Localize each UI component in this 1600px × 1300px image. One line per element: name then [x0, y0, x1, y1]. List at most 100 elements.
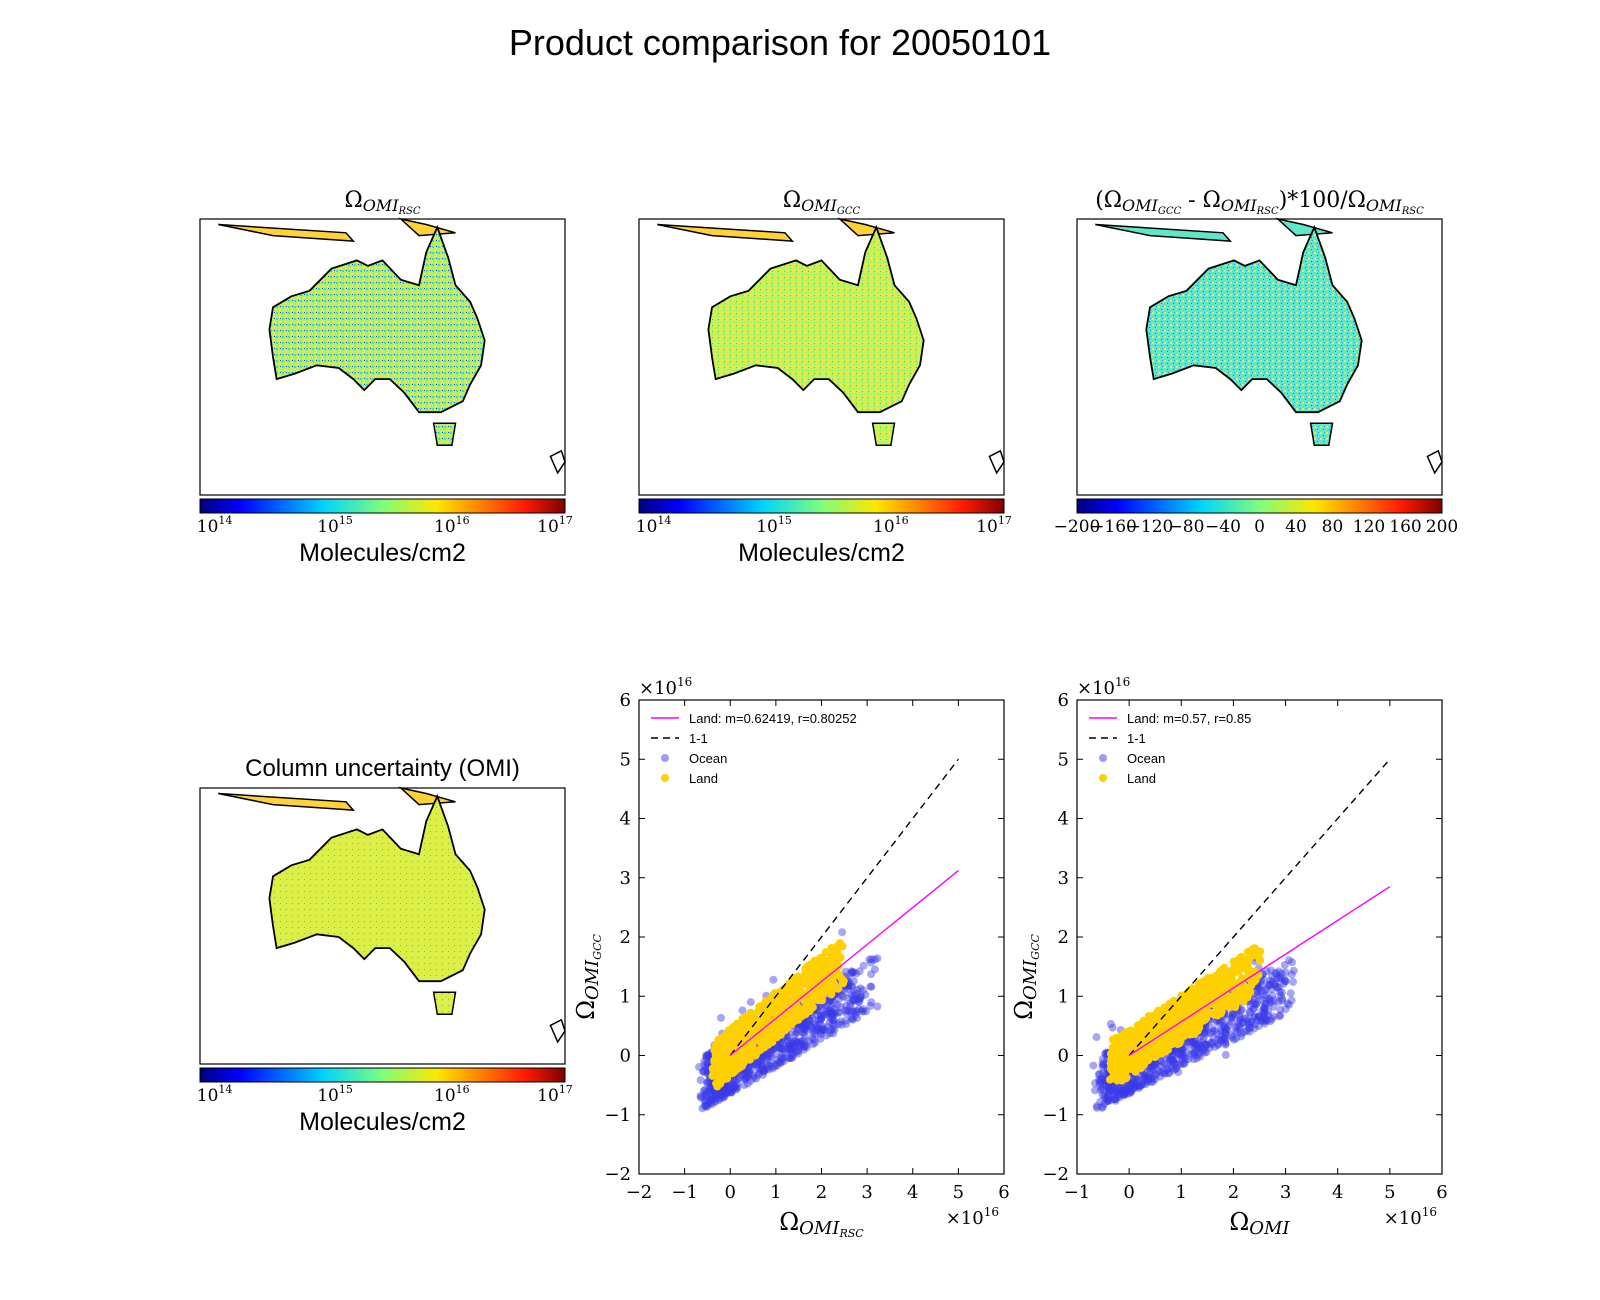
ocean-point	[1220, 1021, 1229, 1030]
ocean-point	[855, 995, 864, 1004]
ocean-point	[817, 1025, 826, 1034]
ocean-point	[1148, 1074, 1157, 1083]
land-point	[1157, 1024, 1166, 1033]
ocean-point	[800, 1031, 809, 1040]
australia-shape	[268, 793, 486, 983]
ocean-point	[1231, 1027, 1240, 1035]
ocean-point	[760, 1065, 769, 1074]
ocean-point	[771, 1050, 780, 1059]
plot-area	[1089, 758, 1391, 1112]
ocean-point	[1232, 1034, 1241, 1043]
ocean-point	[834, 1020, 843, 1028]
ocean-point	[793, 1038, 801, 1047]
ocean-point	[1200, 1029, 1209, 1038]
ocean-point	[1261, 1015, 1270, 1024]
ocean-point	[1281, 977, 1290, 986]
ocean-point	[1250, 1004, 1259, 1013]
ocean-point	[789, 1039, 798, 1048]
land-point	[794, 987, 802, 996]
ocean-point	[805, 1016, 814, 1024]
ocean-point	[865, 955, 874, 964]
land-point	[1238, 989, 1247, 998]
ocean-point	[796, 1041, 805, 1050]
ocean-point	[1124, 1085, 1133, 1094]
ocean-point	[723, 1088, 732, 1097]
ocean-point	[755, 1064, 764, 1073]
ocean-point	[1268, 991, 1277, 1000]
ocean-point	[1196, 1042, 1205, 1051]
x-tick-label: 5	[1384, 1182, 1395, 1203]
ocean-point	[1120, 1089, 1129, 1098]
ocean-point	[1260, 1005, 1269, 1014]
ocean-point	[1266, 976, 1274, 985]
ocean-point	[1201, 1026, 1210, 1035]
x-axis-label: ΩOMI	[1229, 1208, 1290, 1239]
ocean-point	[715, 1096, 723, 1105]
ocean-point	[725, 1084, 734, 1093]
ocean-point	[823, 1022, 832, 1031]
land-point	[802, 998, 811, 1007]
land-point	[1239, 981, 1248, 990]
ocean-point	[800, 1042, 809, 1051]
ocean-point	[819, 1012, 827, 1021]
land-point	[1128, 1029, 1137, 1038]
ocean-point	[706, 1084, 715, 1093]
ocean-point	[849, 1007, 858, 1016]
land-point	[1217, 972, 1226, 981]
ocean-point	[866, 1001, 875, 1010]
ocean-point	[1253, 988, 1262, 997]
ocean-point	[1176, 1060, 1185, 1069]
ocean-point	[1235, 1014, 1244, 1022]
ocean-point	[1096, 1097, 1105, 1106]
ocean-point	[1120, 1086, 1129, 1095]
ocean-point	[703, 1059, 712, 1068]
ocean-point	[757, 1060, 766, 1069]
ocean-point	[702, 1102, 711, 1111]
ocean-point	[790, 1041, 799, 1050]
ocean-point	[696, 1076, 705, 1085]
ocean-point	[1126, 1086, 1135, 1095]
land-point	[800, 989, 809, 998]
ocean-point	[1117, 1083, 1125, 1092]
land-point	[1225, 998, 1234, 1007]
ocean-point	[814, 1024, 823, 1033]
ocean-point	[774, 1043, 783, 1052]
ocean-point	[1215, 1019, 1224, 1028]
ocean-point	[798, 1028, 807, 1037]
ocean-point	[1281, 1005, 1290, 1014]
ocean-point	[1171, 1065, 1180, 1073]
land-point	[1169, 999, 1177, 1008]
ocean-point	[1227, 1018, 1236, 1027]
ocean-point	[723, 1082, 732, 1091]
ocean-point	[1250, 1012, 1259, 1021]
x-tick-label: 6	[998, 1182, 1009, 1203]
ocean-point	[850, 996, 859, 1005]
ocean-point	[765, 1051, 774, 1060]
land-point	[1135, 1031, 1143, 1040]
ocean-point	[1119, 1090, 1128, 1099]
ocean-point	[847, 1013, 856, 1022]
ocean-point	[1275, 987, 1284, 996]
ocean-point	[826, 1029, 834, 1038]
ocean-point	[1104, 1096, 1113, 1105]
ocean-point	[1266, 980, 1275, 989]
ocean-point	[826, 1013, 835, 1022]
ocean-point	[830, 998, 839, 1007]
ocean-point	[847, 990, 856, 999]
colorbar	[638, 498, 1005, 514]
ocean-point	[825, 1018, 834, 1027]
ocean-point	[1261, 991, 1270, 1000]
land-point	[1234, 960, 1243, 969]
new-zealand-shape	[549, 1018, 566, 1044]
ocean-point	[791, 1047, 800, 1056]
ocean-point	[1141, 1070, 1149, 1079]
ocean-point	[1103, 1090, 1112, 1099]
ocean-point	[701, 1096, 710, 1105]
ocean-point	[1227, 1013, 1236, 1022]
colorbar-label: Molecules/cm2	[299, 539, 466, 567]
ocean-point	[731, 1080, 740, 1089]
ocean-point	[728, 1084, 737, 1093]
ocean-point	[741, 1073, 750, 1082]
ocean-point	[700, 1066, 709, 1075]
ocean-point	[808, 1014, 817, 1023]
